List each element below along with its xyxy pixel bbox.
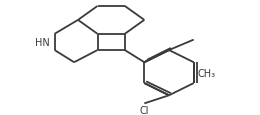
Text: Cl: Cl	[140, 105, 149, 115]
Text: CH₃: CH₃	[197, 68, 215, 78]
Text: HN: HN	[35, 38, 49, 48]
